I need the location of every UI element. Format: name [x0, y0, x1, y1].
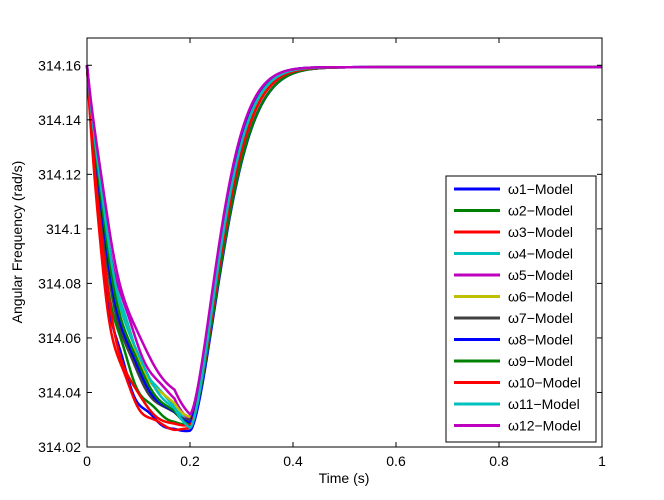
- series-lines: [85, 65, 602, 433]
- legend-box: [445, 175, 597, 443]
- legend-entry: ω9−Model: [508, 353, 573, 369]
- x-tick-label: 0.2: [180, 453, 200, 469]
- y-tick-label: 314.06: [38, 330, 81, 346]
- x-tick-label: 0: [83, 453, 91, 469]
- legend-entry: ω6−Model: [508, 289, 573, 305]
- y-tick-label: 314.14: [38, 112, 81, 128]
- y-tick-label: 314.1: [46, 221, 81, 237]
- plot-frame: [86, 37, 603, 448]
- y-tick-label: 314.16: [38, 57, 81, 73]
- legend-entry: ω4−Model: [508, 246, 573, 262]
- legend-entry: ω1−Model: [508, 181, 573, 197]
- legend-entry: ω10−Model: [508, 375, 581, 391]
- legend-entry: ω11−Model: [508, 396, 580, 412]
- legend-entry: ω12−Model: [508, 418, 581, 434]
- x-axis-label: Time (s): [319, 470, 370, 486]
- x-tick-label: 0.4: [283, 453, 303, 469]
- legend-entry: ω7−Model: [508, 310, 573, 326]
- y-tick-label: 314.04: [38, 384, 81, 400]
- legend-entry: ω2−Model: [508, 203, 573, 219]
- y-axis: 314.02 314.04 314.06 314.08 314.1 314.12 314.1…: [38, 57, 602, 455]
- y-tick-label: 314.08: [38, 275, 81, 291]
- y-tick-label: 314.12: [38, 166, 81, 182]
- legend-entry: ω8−Model: [508, 332, 573, 348]
- legend: ω1−Model ω2−Model ω3−Model ω4−Model ω5−Model…: [445, 175, 597, 443]
- x-axis: 0 0.2 0.4 0.6 0.8 1: [83, 38, 606, 469]
- y-axis-label: Angular Frequency (rad/s): [9, 161, 25, 324]
- series-line-12: [85, 65, 602, 416]
- x-tick-label: 0.6: [386, 453, 406, 469]
- x-tick-label: 1: [598, 453, 606, 469]
- y-tick-label: 314.02: [38, 439, 81, 455]
- x-tick-label: 0.8: [489, 453, 509, 469]
- legend-entry: ω5−Model: [508, 267, 573, 283]
- legend-entry: ω3−Model: [508, 224, 573, 240]
